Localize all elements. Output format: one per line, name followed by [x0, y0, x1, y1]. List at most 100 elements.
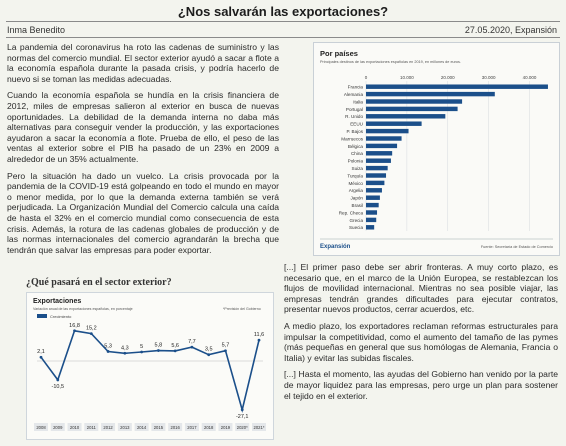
x-tick-label: 2012: [103, 425, 113, 430]
bar: [366, 121, 422, 126]
x-tick-label: 2018: [204, 425, 214, 430]
x-tick-box: [252, 423, 266, 431]
x-tick-box: [184, 423, 199, 431]
bar: [366, 173, 387, 178]
bar: [366, 91, 495, 97]
category-label: Japón: [350, 196, 363, 201]
data-label: 5: [140, 344, 143, 350]
article-right-column: [...] El primer paso debe ser abrir fron…: [284, 262, 558, 407]
category-label: R. Unido: [345, 114, 363, 119]
data-label: 4,3: [121, 345, 129, 351]
x-tick-box: [101, 423, 116, 431]
data-point: [173, 349, 177, 353]
x-tick-label: 10.000: [400, 75, 414, 80]
bar: [366, 106, 458, 112]
x-tick-label: 2008: [36, 425, 46, 430]
category-label: Polonia: [348, 159, 364, 164]
x-tick-box: [235, 423, 250, 431]
x-tick-label: 0: [365, 75, 368, 80]
data-label: 11,6: [254, 332, 264, 338]
data-label: 7,7: [188, 339, 196, 345]
bar-chart-title: Por países: [320, 49, 358, 58]
x-tick-label: 40.000: [523, 75, 537, 80]
x-tick-label: 2014: [137, 425, 147, 430]
data-point: [140, 350, 144, 354]
data-label: 15,2: [86, 326, 97, 332]
line-chart-svg: Exportaciones Variación anual de las exp…: [33, 298, 266, 431]
category-label: Francia: [348, 85, 364, 90]
data-point: [224, 349, 227, 353]
bar: [366, 225, 375, 230]
x-tick-label: 2019: [221, 425, 231, 430]
line-chart-title: Exportaciones: [33, 298, 81, 305]
bar: [366, 151, 393, 156]
paragraph: Cuando la economía española se hundía en…: [7, 90, 279, 164]
paragraph: La pandemia del coronavirus ha roto las …: [7, 42, 279, 84]
x-tick-label: 2013: [120, 425, 130, 430]
data-point: [89, 332, 93, 336]
data-point: [106, 350, 110, 353]
category-label: Rep. Checa: [339, 210, 364, 215]
data-point: [156, 349, 160, 352]
category-label: Marruecos: [341, 136, 363, 141]
bar-chart-svg: Por países Principales destinos de las e…: [320, 49, 553, 250]
data-label: 5,7: [222, 343, 230, 349]
category-label: P. Bajos: [346, 129, 363, 134]
data-point: [207, 353, 211, 357]
x-tick-box: [84, 423, 99, 431]
category-label: Grecia: [349, 218, 363, 223]
bar: [366, 188, 382, 193]
category-label: Argelia: [349, 188, 364, 193]
x-tick-label: 30.000: [482, 75, 496, 80]
bar: [366, 210, 378, 215]
bar: [366, 180, 385, 186]
small-chart-caption: ¿Qué pasará en el sector exterior?: [26, 277, 172, 288]
exports-line-chart: Exportaciones Variación anual de las exp…: [26, 292, 274, 440]
x-tick-box: [218, 423, 233, 431]
data-label: -10,5: [51, 384, 64, 390]
category-label: Suecia: [349, 225, 363, 230]
data-label: -27,1: [236, 414, 249, 420]
category-label: Suiza: [352, 166, 364, 171]
bar: [366, 217, 377, 223]
x-tick-box: [151, 423, 166, 431]
dateline: 27.05.2020, Expansión: [464, 25, 557, 35]
bar: [366, 143, 398, 149]
bar: [366, 195, 380, 200]
paragraph: Pero la situación ha dado un vuelco. La …: [7, 170, 279, 255]
legend-label: Crecimiento: [50, 314, 72, 319]
byline-rule: [6, 37, 560, 38]
paragraph: [...] Hasta el momento, las ayudas del G…: [284, 369, 558, 401]
x-tick-label: 2009: [53, 425, 63, 430]
x-tick-box: [67, 423, 82, 431]
category-label: Turquía: [347, 173, 363, 178]
page-title: ¿Nos salvarán las exportaciones?: [177, 4, 389, 19]
category-label: Brasil: [352, 203, 364, 208]
countries-bar-chart: Por países Principales destinos de las e…: [313, 42, 560, 256]
category-label: China: [351, 151, 363, 156]
data-label: 5,8: [155, 343, 163, 349]
x-tick-label: 2017: [187, 425, 197, 430]
x-tick-box: [168, 423, 183, 431]
data-point: [190, 345, 194, 349]
x-tick-label: 2021*: [254, 425, 265, 430]
data-point: [73, 329, 76, 333]
line-chart-note: *Previsión del Gobierno: [223, 307, 261, 311]
bar: [366, 114, 446, 119]
x-tick-box: [34, 423, 48, 431]
line-chart-subtitle: Variación anual de las exportaciones esp…: [33, 307, 133, 311]
category-label: Portugal: [346, 107, 363, 112]
data-label: 2,1: [37, 349, 45, 355]
brand-label: Expansión: [320, 244, 351, 250]
x-tick-label: 2010: [70, 425, 80, 430]
x-tick-label: 20.000: [441, 75, 455, 80]
x-tick-label: 2015: [154, 425, 164, 430]
legend-swatch: [37, 314, 47, 318]
x-tick-box: [201, 423, 216, 431]
category-label: Italia: [353, 99, 363, 104]
bar: [366, 99, 463, 104]
paragraph: A medio plazo, los exportadores reclaman…: [284, 320, 558, 363]
x-tick-label: 2011: [87, 425, 97, 430]
author-name: Inma Benedito: [7, 25, 66, 35]
x-tick-box: [117, 423, 132, 431]
